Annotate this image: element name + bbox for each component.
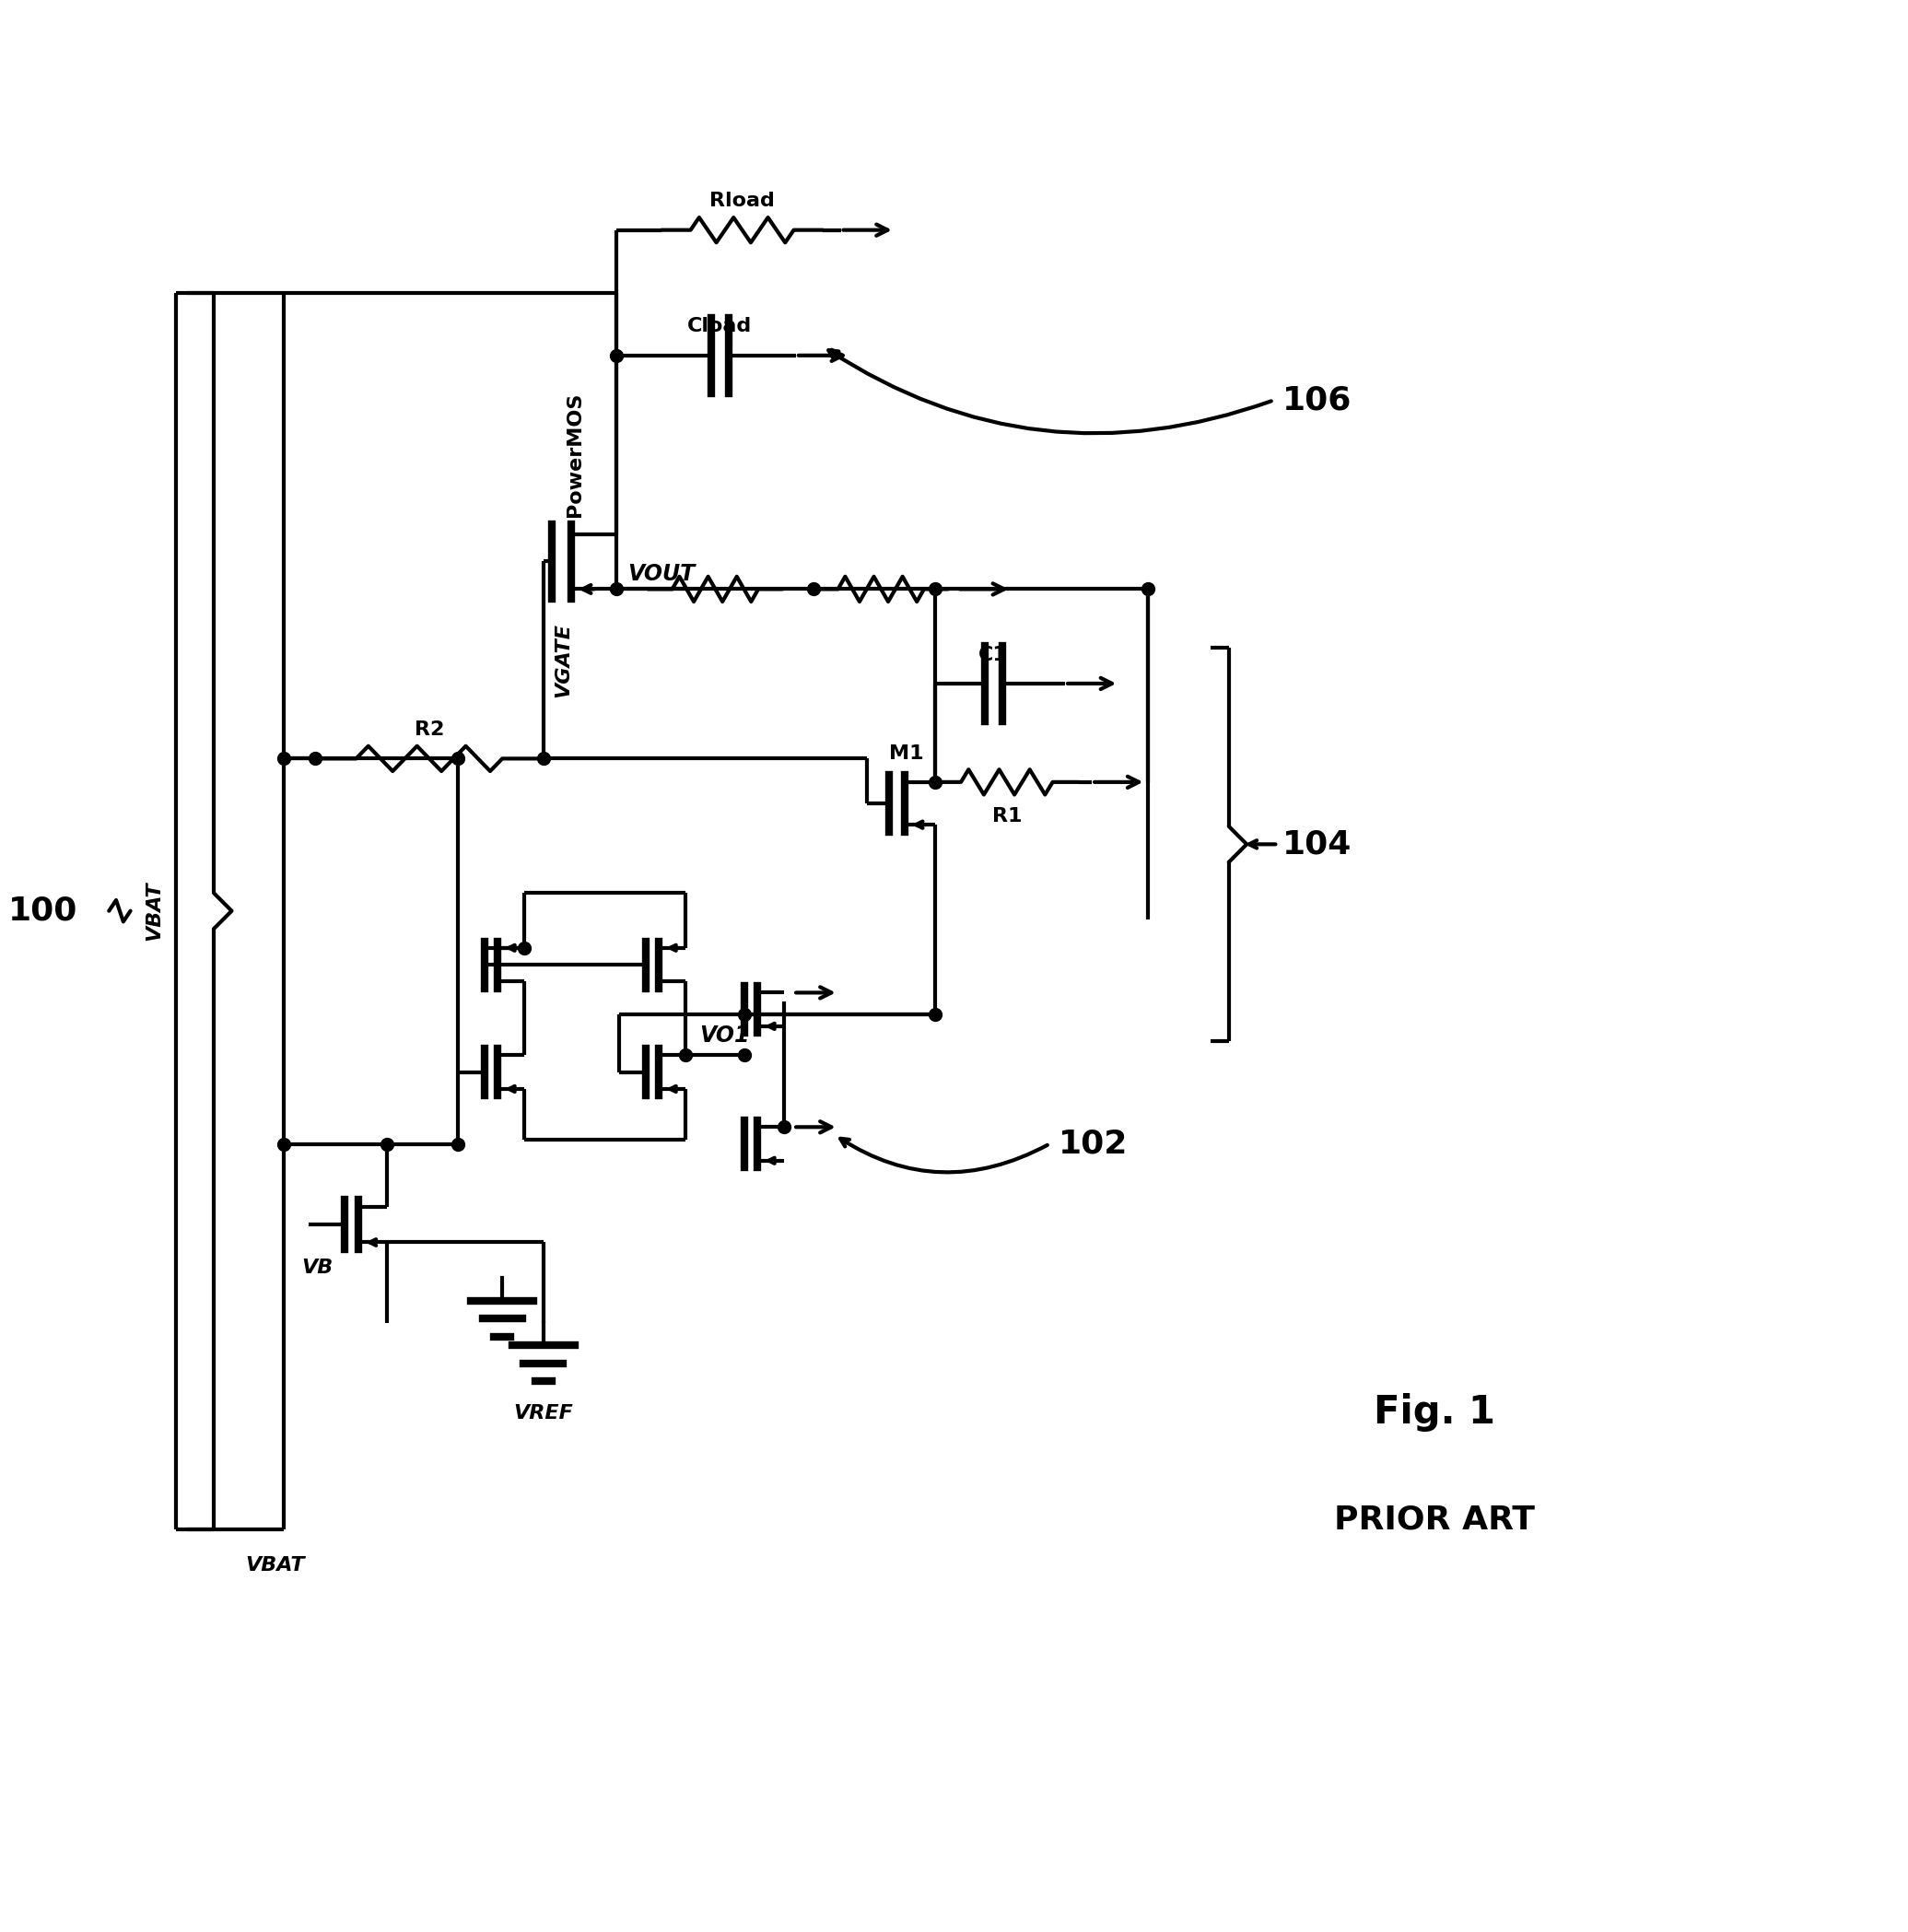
Text: VBAT: VBAT <box>244 1555 305 1575</box>
Text: VREF: VREF <box>513 1405 572 1422</box>
Text: PRIOR ART: PRIOR ART <box>1334 1505 1536 1536</box>
Text: 104: 104 <box>1282 829 1353 860</box>
Text: 100: 100 <box>8 895 78 927</box>
Text: VO1: VO1 <box>700 1024 750 1047</box>
Text: Rload: Rload <box>710 191 775 211</box>
Text: VB: VB <box>301 1258 334 1277</box>
Text: 102: 102 <box>1059 1128 1128 1159</box>
Text: R1: R1 <box>992 808 1023 825</box>
Text: M1: M1 <box>889 744 923 763</box>
Text: VGATE: VGATE <box>553 622 572 697</box>
Text: 106: 106 <box>1282 384 1353 415</box>
Text: Cload: Cload <box>687 317 752 336</box>
Text: Fig. 1: Fig. 1 <box>1374 1393 1496 1432</box>
Text: VBAT: VBAT <box>145 881 162 941</box>
Text: VOUT: VOUT <box>628 562 695 585</box>
Text: C1: C1 <box>979 645 1007 665</box>
Text: PowerMOS: PowerMOS <box>565 392 584 516</box>
Text: R2: R2 <box>414 721 445 738</box>
